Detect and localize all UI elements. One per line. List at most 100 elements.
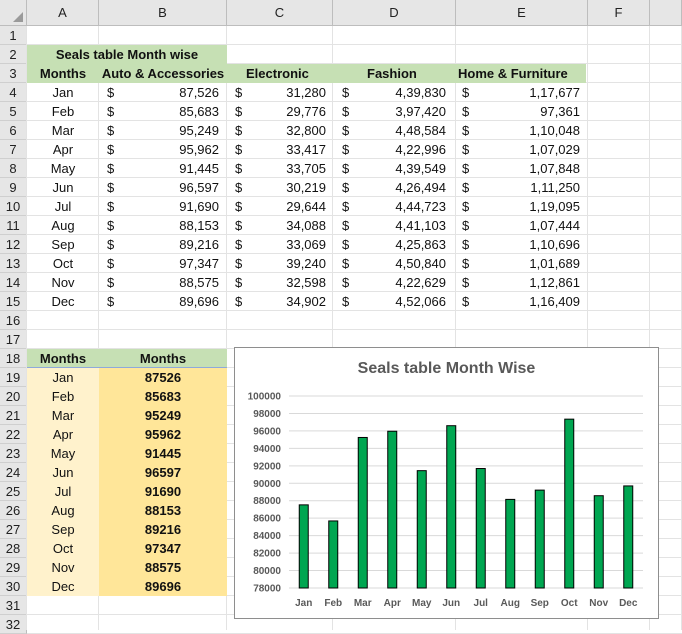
currency-symbol: $ (235, 161, 243, 176)
currency-symbol: $ (107, 123, 115, 138)
x-tick-label: Feb (324, 598, 342, 609)
currency-symbol: $ (107, 104, 115, 119)
y-tick-label: 82000 (253, 549, 281, 560)
row-header-32[interactable]: 32 (0, 615, 27, 634)
row-header-29[interactable]: 29 (0, 558, 27, 577)
table2-month-cell: Aug (51, 503, 75, 518)
table2-month-cell: Sep (51, 522, 75, 537)
gridline-vertical (587, 26, 588, 630)
row-header-12[interactable]: 12 (0, 235, 27, 254)
currency-symbol: $ (235, 104, 243, 119)
title-fill (27, 45, 227, 64)
column-header-a[interactable]: A (27, 0, 99, 26)
gridline-vertical (649, 26, 650, 630)
row-header-28[interactable]: 28 (0, 539, 27, 558)
row-header-1[interactable]: 1 (0, 26, 27, 45)
value-cell-auto: 89,696 (179, 294, 219, 309)
row-header-30[interactable]: 30 (0, 577, 27, 596)
row-header-31[interactable]: 31 (0, 596, 27, 615)
column-header-c[interactable]: C (227, 0, 333, 26)
value-cell-electronic: 30,219 (286, 180, 326, 195)
gridline-horizontal (27, 310, 682, 311)
currency-symbol: $ (107, 85, 115, 100)
currency-symbol: $ (107, 161, 115, 176)
row-header-10[interactable]: 10 (0, 197, 27, 216)
table2-month-cell: Jan (52, 370, 74, 385)
bar-jul (475, 468, 486, 589)
row-header-21[interactable]: 21 (0, 406, 27, 425)
row-header-8[interactable]: 8 (0, 159, 27, 178)
table1-header-1: Auto & Accessories (101, 66, 225, 81)
currency-symbol: $ (462, 199, 470, 214)
value-cell-home: 1,17,677 (529, 85, 580, 100)
column-header-d[interactable]: D (333, 0, 456, 26)
bar-chart[interactable]: Seals table Month Wise 78000 80000 82000 84… (234, 347, 659, 619)
currency-symbol: $ (235, 180, 243, 195)
table2-month-cell: Oct (52, 541, 74, 556)
row-header-18[interactable]: 18 (0, 349, 27, 368)
x-tick-label: Sep (531, 598, 549, 609)
table2-month-cell: Feb (51, 389, 75, 404)
value-cell-auto: 88,575 (179, 275, 219, 290)
row-header-25[interactable]: 25 (0, 482, 27, 501)
column-header-e[interactable]: E (456, 0, 588, 26)
row-header-5[interactable]: 5 (0, 102, 27, 121)
row-header-26[interactable]: 26 (0, 501, 27, 520)
row-header-14[interactable]: 14 (0, 273, 27, 292)
table2-value-cell: 89216 (144, 522, 182, 537)
value-cell-fashion: 4,44,723 (395, 199, 446, 214)
value-cell-fashion: 4,50,840 (395, 256, 446, 271)
month-cell: Jun (52, 180, 74, 195)
value-cell-auto: 87,526 (179, 85, 219, 100)
value-cell-electronic: 33,705 (286, 161, 326, 176)
row-header-7[interactable]: 7 (0, 140, 27, 159)
gridline-horizontal (27, 139, 682, 140)
row-header-27[interactable]: 27 (0, 520, 27, 539)
select-all-corner[interactable] (0, 0, 27, 26)
table2-value-cell: 91690 (144, 484, 182, 499)
row-header-22[interactable]: 22 (0, 425, 27, 444)
row-header-23[interactable]: 23 (0, 444, 27, 463)
value-cell-fashion: 4,39,830 (395, 85, 446, 100)
month-cell: Sep (51, 237, 75, 252)
row-header-6[interactable]: 6 (0, 121, 27, 140)
row-header-4[interactable]: 4 (0, 83, 27, 102)
row-header-13[interactable]: 13 (0, 254, 27, 273)
y-tick-label: 88000 (253, 496, 281, 507)
row-header-15[interactable]: 15 (0, 292, 27, 311)
row-header-16[interactable]: 16 (0, 311, 27, 330)
table2-value-cell: 85683 (144, 389, 182, 404)
table2-month-cell: Jul (54, 484, 72, 499)
row-header-24[interactable]: 24 (0, 463, 27, 482)
gridline-horizontal (27, 196, 682, 197)
row-header-3[interactable]: 3 (0, 64, 27, 83)
row-header-20[interactable]: 20 (0, 387, 27, 406)
row-header-2[interactable]: 2 (0, 45, 27, 64)
gridline-vertical (98, 26, 99, 630)
y-tick-label: 86000 (253, 514, 281, 525)
bar-jan (298, 504, 309, 589)
row-header-17[interactable]: 17 (0, 330, 27, 349)
table1-header-2: Electronic (246, 66, 309, 81)
y-tick-label: 100000 (248, 392, 282, 403)
row-header-19[interactable]: 19 (0, 368, 27, 387)
column-header-b[interactable]: B (99, 0, 227, 26)
value-cell-auto: 91,690 (179, 199, 219, 214)
value-cell-auto: 89,216 (179, 237, 219, 252)
header-fill (27, 64, 586, 83)
value-cell-fashion: 4,25,863 (395, 237, 446, 252)
value-cell-home: 1,07,444 (529, 218, 580, 233)
row-header-9[interactable]: 9 (0, 178, 27, 197)
bar-aug (505, 498, 516, 589)
value-cell-fashion: 4,48,584 (395, 123, 446, 138)
gridline-horizontal (27, 120, 682, 121)
gridline-horizontal (27, 177, 682, 178)
table2-month-cell: Dec (51, 579, 75, 594)
month-cell: May (50, 161, 76, 176)
currency-symbol: $ (235, 142, 243, 157)
currency-symbol: $ (342, 180, 350, 195)
currency-symbol: $ (462, 161, 470, 176)
row-header-11[interactable]: 11 (0, 216, 27, 235)
column-header-f[interactable]: F (588, 0, 650, 26)
month-cell: Oct (52, 256, 74, 271)
